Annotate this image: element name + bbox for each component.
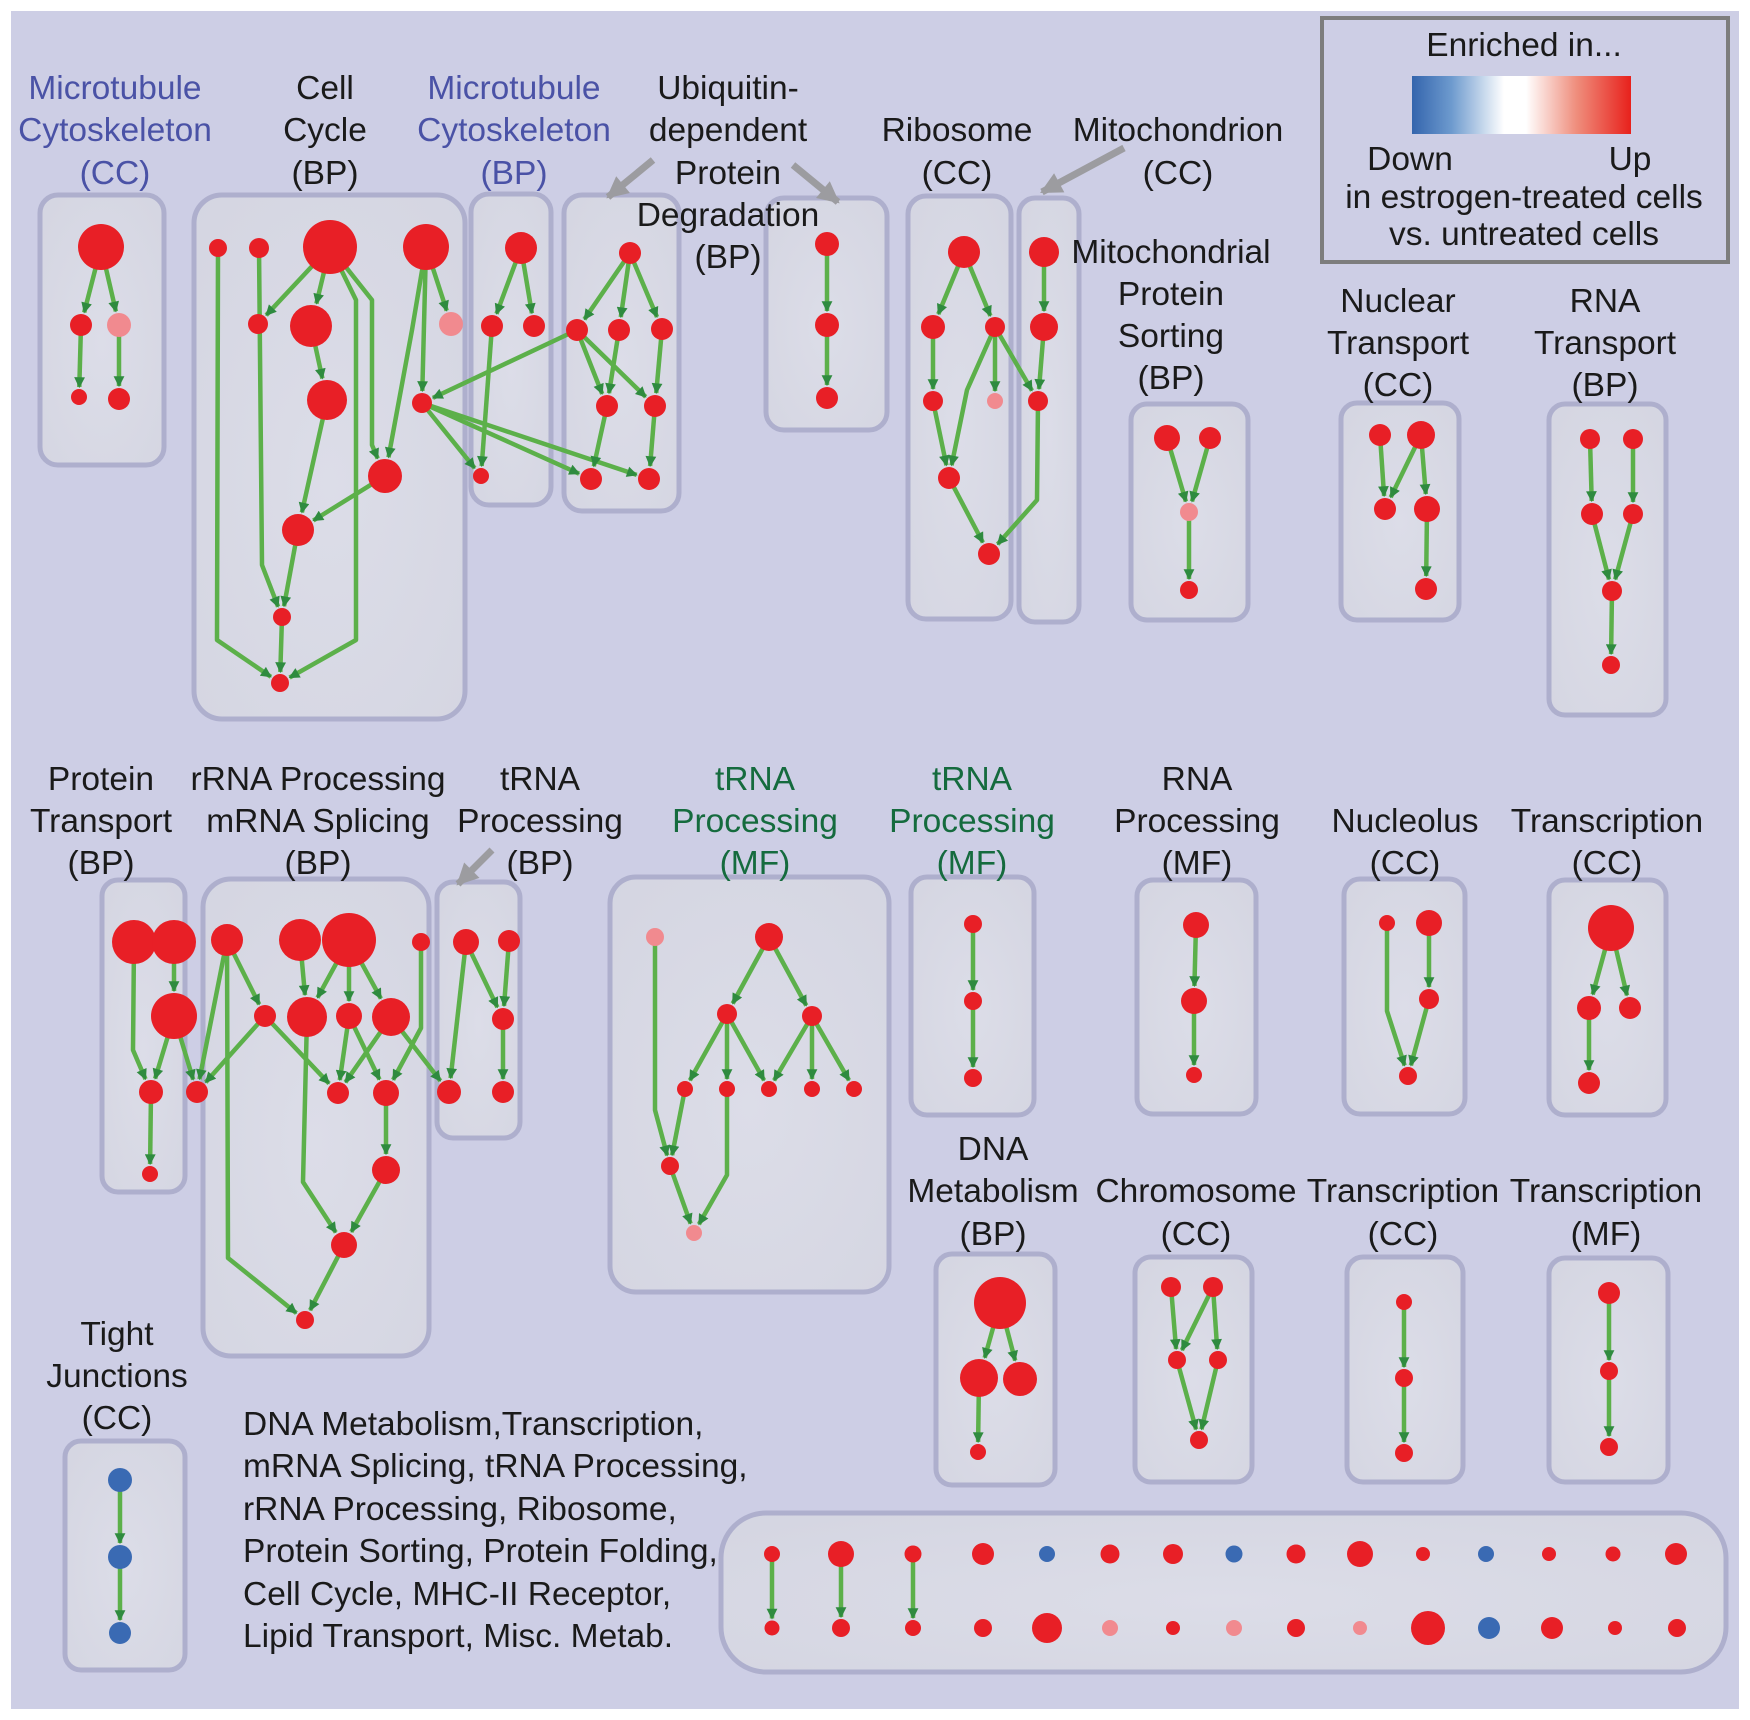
svg-text:(MF): (MF) xyxy=(1162,845,1233,882)
svg-text:Protein Sorting, Protein Foldi: Protein Sorting, Protein Folding, xyxy=(243,1533,718,1570)
svg-text:Tight: Tight xyxy=(80,1316,154,1353)
svg-text:Ubiquitin-: Ubiquitin- xyxy=(657,70,799,107)
svg-text:(CC): (CC) xyxy=(1161,1216,1232,1253)
svg-text:Transport: Transport xyxy=(1327,325,1470,362)
svg-text:Processing: Processing xyxy=(1114,803,1280,840)
svg-text:(BP): (BP) xyxy=(68,845,135,882)
svg-text:Down: Down xyxy=(1367,141,1453,178)
svg-text:Junctions: Junctions xyxy=(46,1358,188,1395)
svg-text:(CC): (CC) xyxy=(1572,845,1643,882)
svg-text:Nuclear: Nuclear xyxy=(1340,283,1455,320)
svg-text:(MF): (MF) xyxy=(1571,1216,1642,1253)
svg-text:vs. untreated cells: vs. untreated cells xyxy=(1389,216,1659,253)
svg-text:(BP): (BP) xyxy=(285,845,352,882)
svg-text:Transcription: Transcription xyxy=(1510,1173,1702,1210)
svg-text:Microtubule: Microtubule xyxy=(427,70,600,107)
svg-text:Nucleolus: Nucleolus xyxy=(1331,803,1478,840)
svg-text:(BP): (BP) xyxy=(960,1216,1027,1253)
svg-text:dependent: dependent xyxy=(649,112,808,149)
svg-text:tRNA: tRNA xyxy=(932,761,1013,798)
svg-text:Metabolism: Metabolism xyxy=(907,1173,1078,1210)
svg-text:(CC): (CC) xyxy=(1368,1216,1439,1253)
svg-text:Transcription: Transcription xyxy=(1511,803,1703,840)
svg-text:(MF): (MF) xyxy=(937,845,1008,882)
svg-text:rRNA Processing, Ribosome,: rRNA Processing, Ribosome, xyxy=(243,1491,677,1528)
svg-text:(CC): (CC) xyxy=(922,155,993,192)
svg-text:Cell Cycle, MHC-II Receptor,: Cell Cycle, MHC-II Receptor, xyxy=(243,1576,671,1613)
svg-text:(CC): (CC) xyxy=(1143,155,1214,192)
svg-text:Up: Up xyxy=(1609,141,1652,178)
svg-text:(BP): (BP) xyxy=(1572,367,1639,404)
svg-text:Mitochondrial: Mitochondrial xyxy=(1071,234,1270,271)
svg-text:RNA: RNA xyxy=(1162,761,1233,798)
svg-text:tRNA: tRNA xyxy=(500,761,581,798)
svg-text:DNA: DNA xyxy=(958,1131,1029,1168)
svg-text:(CC): (CC) xyxy=(1363,367,1434,404)
svg-text:Cycle: Cycle xyxy=(283,112,367,149)
svg-text:(BP): (BP) xyxy=(481,155,548,192)
svg-text:(BP): (BP) xyxy=(695,239,762,276)
svg-text:Processing: Processing xyxy=(457,803,623,840)
svg-text:Sorting: Sorting xyxy=(1118,318,1224,355)
svg-text:Protein: Protein xyxy=(48,761,154,798)
svg-text:Processing: Processing xyxy=(672,803,838,840)
svg-text:Transport: Transport xyxy=(30,803,173,840)
svg-text:(CC): (CC) xyxy=(82,1400,153,1437)
svg-text:(MF): (MF) xyxy=(720,845,791,882)
svg-text:(BP): (BP) xyxy=(507,845,574,882)
svg-text:(BP): (BP) xyxy=(1138,360,1205,397)
svg-text:Microtubule: Microtubule xyxy=(28,70,201,107)
svg-text:(BP): (BP) xyxy=(292,155,359,192)
svg-text:Protein: Protein xyxy=(675,155,781,192)
svg-text:in estrogen-treated cells: in estrogen-treated cells xyxy=(1345,179,1703,216)
svg-text:(CC): (CC) xyxy=(1370,845,1441,882)
svg-text:Ribosome: Ribosome xyxy=(882,112,1033,149)
svg-text:rRNA Processing: rRNA Processing xyxy=(190,761,445,798)
svg-text:RNA: RNA xyxy=(1570,283,1641,320)
svg-text:Lipid Transport, Misc. Metab.: Lipid Transport, Misc. Metab. xyxy=(243,1618,673,1655)
svg-text:mRNA Splicing, tRNA Processing: mRNA Splicing, tRNA Processing, xyxy=(243,1448,748,1485)
svg-text:Processing: Processing xyxy=(889,803,1055,840)
svg-text:DNA Metabolism,Transcription,: DNA Metabolism,Transcription, xyxy=(243,1406,703,1443)
svg-text:mRNA Splicing: mRNA Splicing xyxy=(206,803,429,840)
svg-text:Chromosome: Chromosome xyxy=(1095,1173,1296,1210)
svg-text:Degradation: Degradation xyxy=(637,197,820,234)
svg-text:Mitochondrion: Mitochondrion xyxy=(1073,112,1283,149)
svg-text:Protein: Protein xyxy=(1118,276,1224,313)
svg-text:(CC): (CC) xyxy=(80,155,151,192)
svg-text:Enriched in...: Enriched in... xyxy=(1426,27,1622,64)
svg-text:Transport: Transport xyxy=(1534,325,1677,362)
svg-text:Cytoskeleton: Cytoskeleton xyxy=(417,112,611,149)
svg-text:Cell: Cell xyxy=(296,70,354,107)
svg-text:Transcription: Transcription xyxy=(1307,1173,1499,1210)
svg-text:Cytoskeleton: Cytoskeleton xyxy=(18,112,212,149)
svg-text:tRNA: tRNA xyxy=(715,761,796,798)
